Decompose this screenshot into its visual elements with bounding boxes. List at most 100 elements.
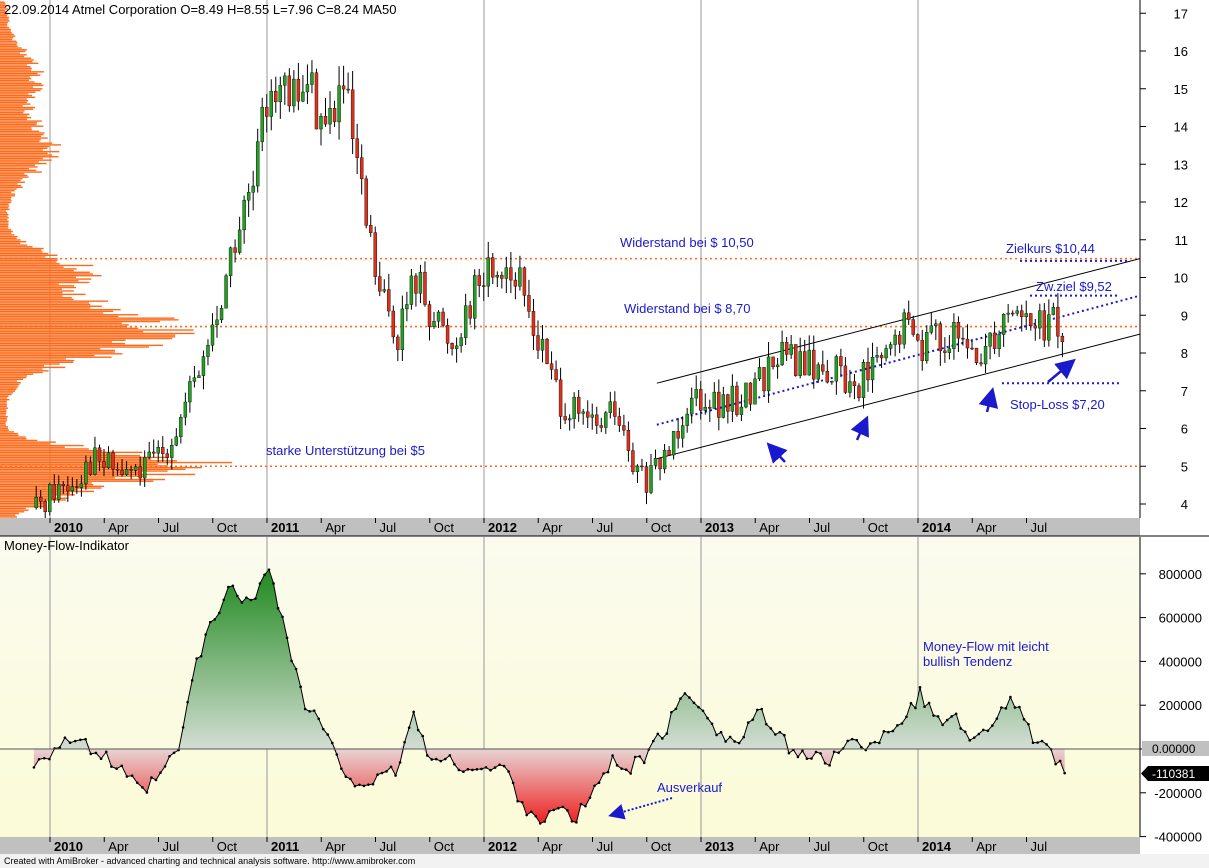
candle-body: [531, 311, 536, 336]
money-flow-point: [199, 654, 203, 658]
x-axis-label: Apr: [108, 520, 129, 535]
volume-profile-bar: [0, 11, 7, 14]
money-flow-point: [602, 772, 605, 775]
candle-body: [671, 431, 676, 456]
money-flow-point: [1063, 771, 1066, 775]
volume-profile-bar: [0, 507, 26, 510]
candle-body: [472, 275, 477, 319]
candle-body: [463, 305, 468, 338]
money-flow-point: [950, 715, 953, 718]
money-flow-point: [882, 730, 886, 733]
x-axis-label: Jul: [1031, 839, 1048, 854]
x-axis-label: 2013: [705, 839, 734, 854]
volume-profile-bar: [0, 382, 21, 384]
candle-body: [739, 406, 744, 415]
candle-body: [617, 416, 622, 426]
money-flow-point: [606, 770, 610, 774]
money-flow-point: [638, 755, 642, 758]
candle-body: [242, 199, 246, 231]
candle-body: [269, 91, 273, 117]
volume-profile-bar: [0, 42, 18, 44]
money-flow-point: [534, 814, 538, 818]
volume-profile-bar: [0, 483, 94, 486]
volume-profile-bar: [0, 93, 29, 95]
volume-profile-bar: [0, 196, 12, 199]
indicator-x-axis-labels: 2010 Apr Jul Oct 2011 Apr Jul Oct 2012 Apr Jul Oct 2…: [49, 837, 1048, 854]
money-flow-point: [389, 765, 393, 769]
price-tick-label: 13: [1174, 157, 1188, 172]
volume-profile-bar: [0, 144, 62, 146]
volume-profile-bar: [0, 132, 45, 134]
candle-body: [228, 247, 233, 276]
money-flow-point: [362, 784, 366, 788]
candle-body: [1042, 310, 1047, 341]
volume-profile-bar: [0, 98, 27, 100]
money-flow-point: [986, 729, 990, 733]
volume-profile-bar: [0, 118, 28, 121]
candle-body: [274, 91, 278, 103]
x-axis-label: 2012: [488, 839, 517, 854]
volume-profile-bar: [0, 224, 9, 226]
money-flow-area: [32, 568, 1066, 825]
volume-profile-bar: [0, 320, 160, 323]
money-flow-point: [525, 813, 528, 817]
volume-profile-bar: [0, 366, 66, 369]
volume-profile-bar: [0, 517, 15, 518]
money-flow-point: [746, 721, 750, 724]
candle-body: [1047, 314, 1051, 341]
money-flow-point: [778, 730, 782, 734]
channel-line: [656, 258, 1140, 384]
volume-profile-bar: [0, 96, 36, 99]
money-flow-point: [471, 768, 474, 772]
volume-profile-bar: [0, 232, 12, 234]
candle-body: [165, 453, 169, 458]
candle-body: [1020, 310, 1024, 318]
candle-body: [888, 344, 893, 349]
money-flow-point: [796, 755, 800, 759]
money-flow-point: [670, 711, 673, 714]
money-flow-point: [728, 735, 732, 739]
volume-profile-bar: [0, 494, 75, 496]
volume-profile-bar: [0, 314, 139, 316]
indicator-x-axis-band: [0, 837, 1140, 854]
volume-profile-bar: [0, 358, 66, 360]
money-flow-point: [222, 598, 226, 602]
candle-body: [1033, 325, 1037, 329]
candle-body: [152, 451, 156, 454]
volume-profile-bar: [0, 378, 24, 381]
volume-profile-bar: [0, 376, 27, 379]
volume-profile-bar: [0, 268, 77, 270]
volume-profile-bar: [0, 37, 14, 39]
money-flow-point: [543, 820, 547, 823]
volume-profile-bar: [0, 393, 12, 396]
candle-body: [608, 401, 613, 413]
candle-body: [784, 342, 789, 355]
volume-profile-bar: [0, 317, 175, 319]
volume-profile-bar: [0, 130, 40, 132]
volume-profile-bar: [0, 470, 168, 472]
candle-body: [1024, 313, 1028, 318]
volume-profile-bar: [0, 251, 43, 253]
volume-profile-bar: [0, 3, 6, 5]
candle-body: [1015, 310, 1019, 314]
volume-profile-bar: [0, 152, 48, 155]
price-tick-label: 16: [1174, 44, 1188, 59]
volume-profile-bar: [0, 339, 126, 341]
candle-body: [567, 418, 572, 421]
candle-body: [292, 78, 296, 107]
volume-profile-bar: [0, 466, 202, 469]
volume-profile-bar: [0, 361, 74, 364]
volume-profile-bar: [0, 446, 65, 448]
money-flow-point: [231, 584, 235, 588]
volume-profile-bar: [0, 271, 90, 273]
volume-profile-bar: [0, 28, 11, 31]
candle-body: [346, 88, 350, 91]
money-flow-point: [896, 724, 899, 727]
candle-body: [766, 356, 771, 392]
money-flow-point: [380, 771, 384, 775]
money-flow-point: [403, 740, 406, 744]
money-flow-point: [267, 568, 271, 571]
volume-profile-bar: [0, 105, 23, 107]
volume-profile-bar: [0, 504, 44, 506]
money-flow-point: [63, 736, 67, 739]
